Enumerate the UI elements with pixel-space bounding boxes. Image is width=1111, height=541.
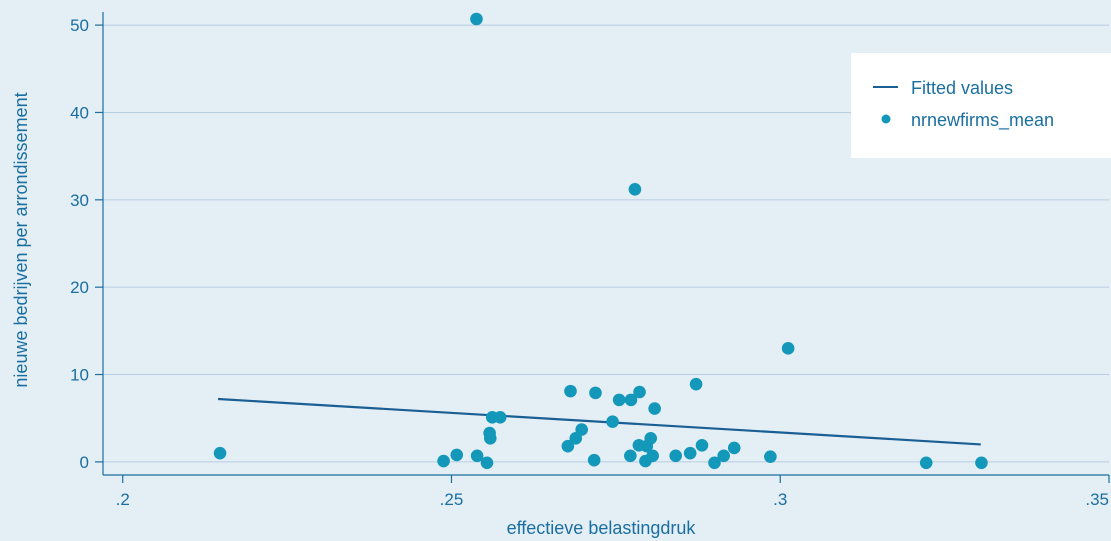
scatter-points: [213, 12, 988, 470]
data-point-37: [919, 456, 933, 470]
data-point-5: [480, 456, 494, 470]
data-point-17: [612, 393, 626, 407]
data-point-25: [644, 432, 658, 445]
legend-point-swatch: [881, 114, 891, 124]
data-point-19: [624, 393, 638, 407]
data-point-22: [633, 385, 646, 399]
data-point-33: [717, 449, 730, 463]
data-point-29: [683, 446, 697, 460]
data-point-31: [695, 438, 709, 452]
fitted-values-line: [217, 397, 981, 446]
y-axis-ticks: 0 10 20 30 40 50: [70, 16, 103, 472]
data-point-20: [628, 183, 642, 196]
x-axis-ticks: .2 .25 .3 .35: [116, 475, 1110, 509]
fitted-line-layer: [217, 397, 981, 446]
data-point-38: [975, 456, 988, 470]
data-point-26: [646, 449, 659, 463]
x-axis-title: effectieve belastingdruk: [507, 518, 697, 538]
grid-lines: [103, 24, 1109, 463]
data-point-35: [764, 450, 777, 463]
legend-box: [851, 53, 1111, 158]
data-point-11: [564, 384, 577, 398]
y-tick-label-2: 20: [70, 278, 89, 297]
data-point-1: [437, 454, 450, 468]
data-point-0: [213, 446, 227, 460]
data-point-28: [669, 449, 682, 463]
data-point-4: [470, 449, 484, 463]
y-tick-label-5: 50: [70, 16, 89, 35]
data-point-18: [624, 449, 637, 463]
data-point-7: [483, 432, 497, 445]
y-tick-label-3: 30: [70, 191, 89, 210]
y-tick-label-1: 10: [70, 366, 89, 385]
data-point-16: [606, 415, 619, 429]
data-point-13: [575, 423, 588, 436]
data-point-2: [450, 448, 464, 462]
data-point-30: [689, 377, 703, 391]
x-tick-label-3: .35: [1085, 490, 1109, 509]
y-axis-title: nieuwe bedrijven per arrondissement: [11, 92, 31, 387]
data-point-10: [561, 439, 575, 453]
data-point-9: [493, 411, 507, 424]
data-point-15: [589, 386, 602, 400]
data-point-34: [727, 441, 741, 455]
legend: Fitted values nrnewfirms_mean: [851, 53, 1111, 158]
x-tick-label-0: .2: [116, 490, 130, 509]
y-tick-label-4: 40: [70, 103, 89, 122]
data-point-32: [708, 456, 721, 470]
x-tick-label-2: .3: [773, 490, 787, 509]
y-tick-label-0: 0: [80, 453, 89, 472]
x-tick-label-1: .25: [440, 490, 464, 509]
data-point-3: [470, 12, 483, 26]
data-point-14: [587, 453, 601, 467]
legend-label-points: nrnewfirms_mean: [911, 110, 1054, 131]
data-point-27: [648, 402, 661, 415]
data-point-36: [781, 342, 795, 355]
axes: [102, 12, 1109, 476]
legend-label-fitted: Fitted values: [911, 78, 1013, 98]
